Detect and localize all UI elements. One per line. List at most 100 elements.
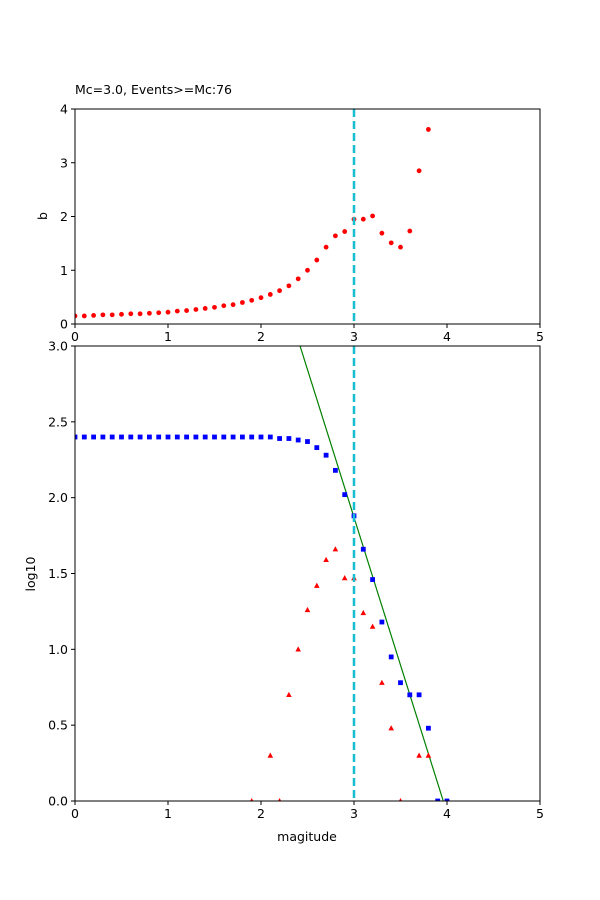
cumulative-point — [184, 434, 189, 440]
x-tick-label: 0 — [71, 806, 79, 821]
cumulative-point — [407, 692, 413, 698]
y-tick-label: 0 — [60, 317, 68, 332]
cumulative-point — [137, 434, 143, 440]
fit-line — [299, 346, 444, 801]
b-value-point — [249, 297, 255, 303]
cumulative-point — [119, 434, 124, 440]
y-tick-label: 0.5 — [48, 718, 68, 733]
non-cumulative-point — [369, 623, 376, 629]
b-value-point — [360, 216, 366, 222]
y-tick-label: 1.0 — [48, 642, 68, 657]
y-tick-label: 2 — [60, 209, 68, 224]
b-value-point — [379, 230, 385, 236]
x-tick-label: 3 — [350, 329, 358, 344]
cumulative-point — [277, 436, 282, 441]
b-value-point — [388, 240, 394, 246]
x-tick-label: 2 — [257, 329, 265, 344]
cumulative-point — [147, 434, 152, 440]
cumulative-point — [109, 434, 115, 440]
b-value-point — [398, 244, 403, 250]
b-value-point — [100, 312, 106, 318]
b-value-point — [267, 292, 273, 297]
b-value-point — [91, 313, 96, 318]
cumulative-point — [435, 798, 441, 801]
cumulative-point — [128, 434, 134, 440]
b-value-point — [202, 306, 208, 311]
cumulative-point — [333, 467, 338, 473]
b-value-point — [416, 168, 422, 174]
b-value-point — [128, 311, 134, 317]
b-value-point — [295, 276, 301, 282]
b-value-point — [277, 288, 282, 294]
b-value-panel: Mc=3.0, Events>=Mc:76 b 0 1 2 3 4 5 0 1 2 3 4 — [35, 82, 544, 344]
b-value-point — [426, 127, 431, 132]
cumulative-point — [416, 692, 422, 698]
cumulative-point — [267, 434, 273, 440]
non-cumulative-point — [332, 546, 339, 552]
cumulative-point — [193, 434, 199, 440]
x-tick-label: 4 — [443, 329, 451, 344]
cumulative-point — [221, 434, 227, 440]
b-value-point — [156, 310, 162, 316]
plot-area: 0 1 2 3 4 5 0.0 0.5 1.0 1.5 2.0 2.5 3.0 — [48, 339, 544, 822]
b-value-point — [333, 233, 338, 239]
cumulative-point — [240, 434, 245, 440]
y-tick-label: 3 — [60, 155, 68, 170]
b-value-point — [323, 244, 329, 250]
x-tick-label: 4 — [443, 806, 451, 821]
y-tick-label: 4 — [60, 102, 68, 117]
b-value-point — [258, 295, 264, 301]
b-value-point — [314, 257, 320, 263]
cumulative-point — [81, 434, 87, 440]
cumulative-point — [202, 434, 208, 440]
b-value-point — [193, 307, 199, 312]
b-value-point — [370, 213, 375, 219]
cumulative-point — [249, 434, 255, 440]
y-tick-label: 2.5 — [48, 414, 68, 429]
non-cumulative-point — [277, 798, 282, 801]
b-value-point — [212, 304, 217, 310]
b-value-point — [184, 308, 190, 313]
axes-frame — [74, 345, 541, 802]
y-axis-label: b — [35, 212, 50, 220]
non-cumulative-point — [341, 575, 348, 581]
b-value-point — [174, 308, 180, 314]
b-value-point — [305, 267, 310, 273]
cumulative-point — [165, 434, 171, 440]
cumulative-point — [174, 434, 180, 440]
non-cumulative-point — [388, 725, 394, 731]
cumulative-point — [156, 434, 162, 440]
y-tick-label: 0.0 — [48, 794, 68, 809]
cumulative-point — [323, 452, 329, 458]
x-tick-label: 0 — [71, 329, 79, 344]
non-cumulative-point — [295, 646, 301, 652]
cumulative-point — [426, 725, 431, 731]
non-cumulative-point — [398, 798, 403, 801]
b-value-point — [119, 311, 124, 317]
x-tick-label: 5 — [536, 806, 544, 821]
cumulative-point — [370, 577, 375, 582]
cumulative-point — [230, 434, 236, 440]
x-axis-label: magitude — [277, 829, 337, 844]
cumulative-point — [388, 654, 394, 660]
x-tick-label: 1 — [164, 806, 172, 821]
cumulative-point — [314, 445, 320, 451]
cumulative-point — [360, 546, 366, 552]
x-tick-label: 3 — [350, 806, 358, 821]
x-tick-label: 1 — [164, 329, 172, 344]
cumulative-point — [258, 434, 264, 440]
data-marks — [75, 127, 431, 319]
b-value-point — [407, 228, 413, 234]
b-value-point — [240, 300, 245, 305]
b-value-point — [165, 309, 171, 315]
cumulative-point — [212, 434, 217, 440]
cumulative-point — [75, 434, 78, 440]
cumulative-point — [91, 434, 96, 440]
cumulative-point — [342, 492, 348, 498]
x-tick-label: 2 — [257, 806, 265, 821]
b-value-point — [342, 229, 348, 234]
cumulative-point — [379, 619, 385, 625]
non-cumulative-point — [379, 679, 385, 685]
non-cumulative-point — [304, 606, 311, 613]
